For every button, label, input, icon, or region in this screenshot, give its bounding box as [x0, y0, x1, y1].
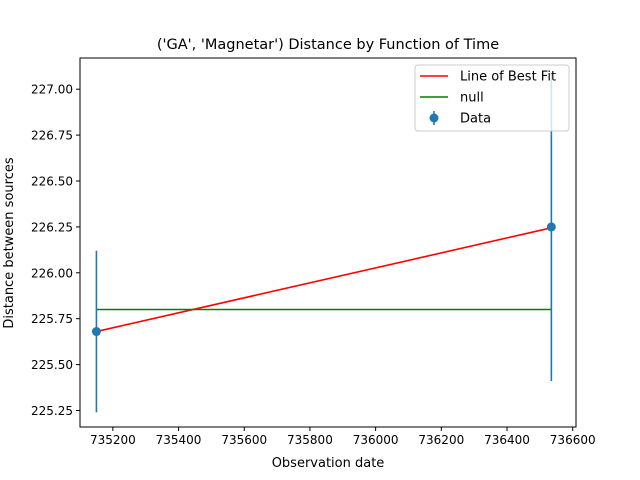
legend-label-line-of-best-fit: Line of Best Fit: [460, 70, 556, 85]
x-tick-label: 736000: [353, 433, 399, 447]
y-tick-label: 226.75: [31, 129, 73, 143]
chart-legend: Line of Best Fit null Data: [414, 64, 570, 132]
x-tick-label: 735800: [287, 433, 333, 447]
y-tick-label: 225.50: [31, 358, 73, 372]
x-axis: 735200 735400 735600 735800 736000 736200 7364…: [90, 427, 596, 447]
y-tick-label: 227.00: [31, 83, 73, 97]
y-tick-label: 226.50: [31, 175, 73, 189]
x-tick-label: 735200: [90, 433, 136, 447]
x-tick-label: 735400: [156, 433, 202, 447]
x-tick-label: 735600: [221, 433, 267, 447]
legend-swatch-data-marker: [429, 113, 439, 123]
x-tick-label: 736400: [484, 433, 530, 447]
y-axis-label: Distance between sources: [2, 157, 17, 328]
data-point: [546, 222, 556, 232]
legend-label-null: null: [460, 91, 484, 106]
y-tick-label: 225.75: [31, 312, 73, 326]
series-line-line-of-best-fit: [96, 227, 552, 333]
y-tick-label: 225.25: [31, 404, 73, 418]
y-tick-label: 226.00: [31, 266, 73, 280]
x-axis-label: Observation date: [272, 456, 385, 471]
data-point: [91, 327, 101, 337]
y-axis: 225.25 225.50 225.75 226.00 226.25 226.50 226.…: [31, 83, 80, 418]
x-tick-label: 736600: [550, 433, 596, 447]
y-tick-label: 226.25: [31, 220, 73, 234]
legend-box: [414, 64, 570, 132]
x-tick-label: 736200: [418, 433, 464, 447]
chart-title: ('GA', 'Magnetar') Distance by Function …: [157, 37, 499, 53]
legend-label-data: Data: [460, 112, 491, 127]
